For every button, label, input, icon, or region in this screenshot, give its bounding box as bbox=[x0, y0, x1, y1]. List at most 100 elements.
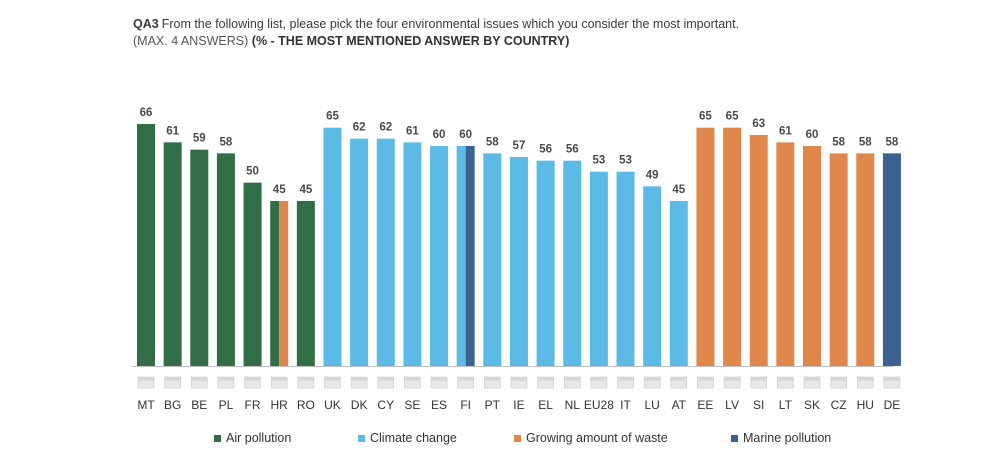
category-label: HU bbox=[857, 398, 874, 412]
bar-group: 56 NL bbox=[563, 144, 582, 412]
bar-group: 66 MT bbox=[137, 107, 155, 412]
category-label: NL bbox=[565, 398, 581, 412]
data-label: 58 bbox=[859, 136, 872, 148]
bar bbox=[350, 138, 369, 366]
data-label: 58 bbox=[486, 136, 499, 148]
question-id: QA3 bbox=[133, 17, 159, 31]
bar bbox=[803, 146, 821, 366]
bar-group: 53 EU28 bbox=[584, 155, 614, 412]
subtitle-prefix: (MAX. 4 ANSWERS) bbox=[133, 34, 249, 48]
legend-item: Marine pollution bbox=[731, 431, 831, 445]
flag-icon bbox=[830, 376, 847, 389]
bar-group: 57 IE bbox=[509, 140, 528, 412]
flag-icon bbox=[510, 376, 528, 389]
legend-swatch bbox=[731, 434, 738, 442]
question-line: QA3 From the following list, please pick … bbox=[133, 16, 739, 33]
bar bbox=[190, 149, 209, 366]
data-label: 60 bbox=[806, 129, 819, 141]
flag-icon bbox=[803, 376, 821, 389]
flag-icon bbox=[617, 376, 634, 389]
data-label: 65 bbox=[326, 111, 339, 123]
category-label: LV bbox=[725, 398, 739, 412]
subtitle-line: (MAX. 4 ANSWERS) (% - THE MOST MENTIONED… bbox=[133, 33, 739, 50]
data-label: 58 bbox=[886, 136, 899, 148]
data-label: 56 bbox=[539, 144, 552, 156]
data-label: 60 bbox=[459, 129, 472, 141]
category-label: EL bbox=[538, 398, 553, 412]
flag-icon bbox=[537, 376, 554, 389]
flag-icon bbox=[590, 376, 608, 389]
data-label: 57 bbox=[513, 140, 526, 152]
bar bbox=[749, 135, 768, 366]
bar bbox=[882, 153, 901, 366]
category-label: FI bbox=[460, 398, 471, 412]
category-label: RO bbox=[297, 398, 315, 412]
flag-icon bbox=[563, 376, 581, 389]
bar bbox=[589, 171, 608, 366]
category-label: IE bbox=[513, 398, 524, 412]
flag-icon bbox=[217, 376, 235, 389]
category-label: CZ bbox=[831, 398, 847, 412]
legend-swatch bbox=[214, 434, 221, 442]
data-label: 65 bbox=[699, 111, 712, 123]
flag-icon bbox=[324, 376, 341, 389]
data-label: 58 bbox=[832, 136, 845, 148]
bar-group: 45 AT bbox=[669, 184, 688, 412]
data-label: 60 bbox=[433, 129, 446, 141]
category-label: SI bbox=[753, 398, 764, 412]
bar-group: 65 UK bbox=[323, 111, 342, 412]
category-label: DE bbox=[884, 398, 901, 412]
bar bbox=[163, 142, 182, 366]
category-label: LU bbox=[644, 398, 659, 412]
category-label: IT bbox=[620, 398, 631, 412]
bar-group: 65 LV bbox=[723, 111, 742, 412]
category-label: HR bbox=[271, 398, 289, 412]
data-label: 59 bbox=[193, 133, 206, 145]
bar bbox=[403, 142, 422, 366]
bar-group: 58 DE bbox=[882, 136, 901, 412]
flag-icon bbox=[297, 376, 315, 389]
bar-chart: 66 MT 61 BG 59 BE 58 PL 50 FR 45 HR 45 RO 65 UK 62 DK 62 CY… bbox=[132, 107, 901, 412]
bar bbox=[536, 160, 555, 366]
bar bbox=[509, 157, 528, 366]
bar-group: 61 LT bbox=[776, 125, 795, 412]
bar bbox=[643, 186, 662, 366]
data-label: 66 bbox=[140, 107, 153, 119]
flag-icon bbox=[856, 376, 874, 389]
flag-icon bbox=[723, 376, 741, 389]
bar-group: 60 FI bbox=[456, 129, 475, 412]
bar bbox=[723, 127, 742, 367]
flag-icon bbox=[377, 376, 395, 389]
category-label: DK bbox=[351, 398, 368, 412]
bar-group: 58 PL bbox=[216, 136, 235, 412]
bar-segment bbox=[456, 146, 466, 366]
flag-icon bbox=[697, 376, 714, 389]
category-label: CY bbox=[377, 398, 394, 412]
flag-icon bbox=[750, 376, 768, 389]
category-label: UK bbox=[324, 398, 341, 412]
bar bbox=[696, 127, 715, 367]
category-label: BG bbox=[164, 398, 181, 412]
chart-header: QA3 From the following list, please pick … bbox=[133, 16, 739, 50]
category-label: ES bbox=[431, 398, 447, 412]
bar bbox=[563, 160, 582, 366]
bar-group: 56 EL bbox=[536, 144, 555, 412]
bar-segment bbox=[270, 201, 280, 366]
data-label: 62 bbox=[353, 122, 366, 134]
legend-label: Growing amount of waste bbox=[526, 431, 668, 445]
data-label: 58 bbox=[220, 136, 233, 148]
bar bbox=[296, 201, 315, 366]
data-label: 49 bbox=[646, 169, 659, 181]
bar-group: 61 BG bbox=[163, 125, 182, 412]
data-label: 53 bbox=[619, 155, 632, 167]
bar bbox=[856, 153, 875, 366]
legend-item: Air pollution bbox=[214, 431, 291, 445]
bar bbox=[483, 153, 502, 366]
bar bbox=[323, 127, 342, 367]
bar-segment bbox=[279, 201, 289, 366]
bar bbox=[669, 201, 688, 366]
bar-group: 50 FR bbox=[243, 166, 262, 412]
bar bbox=[776, 142, 795, 366]
bar bbox=[216, 153, 235, 366]
bar-group: 60 ES bbox=[430, 129, 449, 412]
